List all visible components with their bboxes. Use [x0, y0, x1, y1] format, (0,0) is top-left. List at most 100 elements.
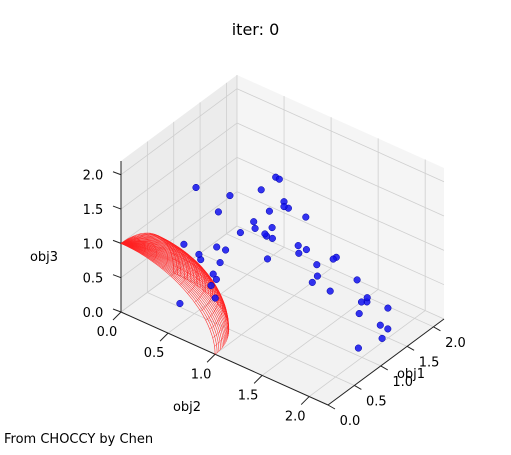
scatter-point — [226, 192, 234, 200]
z-tick-mark — [112, 171, 122, 176]
y-tick-mark — [406, 345, 415, 351]
grid-line — [120, 122, 238, 210]
y-axis-label: obj2 — [173, 400, 201, 415]
z-tick-mark — [112, 239, 122, 244]
scatter-point — [384, 304, 392, 312]
z-tick-mark — [112, 205, 122, 210]
pareto-front-surface — [120, 232, 230, 355]
scatter-point — [353, 276, 361, 284]
scatter-point — [302, 246, 310, 254]
surface-parallel — [170, 252, 224, 330]
scatter-points — [176, 173, 392, 352]
grid-line — [120, 157, 238, 244]
y-tick-mark — [433, 326, 441, 332]
scatter-point — [265, 207, 273, 215]
scatter-point — [176, 299, 184, 308]
scatter-point — [222, 246, 230, 254]
axis-lines — [112, 161, 445, 410]
grid-lines — [120, 75, 445, 406]
surface-parallel — [132, 236, 146, 255]
scatter-point — [376, 321, 384, 329]
y-tick-label: 2.0 — [445, 336, 466, 351]
grid-line — [236, 88, 445, 183]
scatter-point — [236, 229, 244, 237]
y-axis-line — [327, 318, 445, 406]
scatter-point — [251, 224, 259, 232]
scatter-point — [195, 250, 203, 258]
surface-parallel — [162, 238, 206, 303]
z-tick-label: 1.0 — [83, 237, 104, 252]
chart-title: iter: 0 — [231, 20, 280, 39]
z-tick-label: 2.0 — [83, 169, 104, 184]
grid-line — [236, 156, 445, 251]
scatter-point — [250, 218, 258, 226]
scatter-point — [294, 242, 302, 250]
back-pane — [237, 75, 444, 319]
scatter-point — [378, 334, 386, 342]
scatter-point — [263, 255, 272, 263]
scatter-point — [207, 281, 215, 290]
grid-line — [236, 122, 445, 217]
scatter-point — [213, 243, 221, 251]
grid-line — [236, 191, 445, 286]
y-tick-label: 0.5 — [366, 394, 387, 409]
y-tick-label: 0.0 — [340, 414, 361, 429]
grid-line — [173, 272, 381, 367]
y-tick-mark — [327, 404, 336, 410]
x-axis-line — [120, 311, 329, 406]
grid-line — [167, 246, 285, 334]
scatter-point — [308, 278, 316, 286]
y-tick-label: 1.0 — [392, 375, 413, 390]
scatter-point — [216, 259, 224, 267]
x-tick-mark — [112, 311, 122, 321]
scatter-point — [295, 249, 303, 257]
scatter-point — [212, 275, 220, 283]
z-tick-label: 0.5 — [83, 272, 104, 287]
z-tick-mark — [112, 308, 122, 313]
y-tick-label: 1.5 — [419, 355, 440, 370]
surface-parallel — [172, 258, 227, 339]
z-tick-label: 0.0 — [83, 306, 104, 321]
z-tick-mark — [112, 274, 122, 279]
surface-parallel — [143, 232, 169, 269]
scatter-point — [268, 234, 276, 242]
scatter-point — [211, 294, 219, 302]
x-tick-label: 1.5 — [238, 388, 259, 403]
grid-line — [226, 233, 434, 328]
z-tick-label: 1.5 — [83, 203, 104, 218]
scatter-point — [275, 175, 283, 183]
scatter-point — [354, 344, 362, 352]
grid-line — [120, 191, 238, 279]
scatter-point — [209, 270, 217, 278]
x-axis-label: obj1 — [397, 367, 425, 382]
y-tick-mark — [354, 385, 362, 390]
scatter-point — [180, 240, 188, 248]
tick-labels: 0.0 0.5 1.0 1.5 2.0 0.0 0.5 1.0 1.5 2.0 0.0 0.5 1.0 1… — [83, 169, 466, 429]
surface-parallel — [173, 265, 229, 347]
footer-credit: From CHOCCY by Chen — [4, 432, 154, 447]
grid-line — [199, 252, 408, 347]
grid-line — [147, 292, 355, 386]
x-tick-label: 0.0 — [97, 325, 118, 340]
x-tick-mark — [253, 375, 263, 384]
surface-parallel — [138, 234, 157, 262]
scatter-point — [313, 272, 321, 280]
scatter-point — [214, 208, 222, 216]
z-axis-label: obj3 — [30, 250, 58, 265]
scatter-point — [326, 287, 334, 295]
scatter-point — [384, 325, 392, 333]
grid-line — [308, 310, 426, 397]
grid-line — [120, 88, 238, 176]
grid-line — [120, 225, 238, 313]
scatter-point — [268, 224, 276, 232]
scatter-point — [313, 261, 321, 269]
scatter-point — [261, 230, 269, 238]
surface-parallel — [126, 239, 134, 249]
scatter-point — [355, 310, 363, 318]
y-tick-mark — [380, 365, 388, 371]
scatter-point — [280, 203, 288, 211]
scatter-point — [302, 213, 310, 221]
x-tick-label: 0.5 — [144, 346, 165, 361]
x-tick-mark — [159, 332, 169, 342]
scatter-point — [357, 298, 366, 306]
